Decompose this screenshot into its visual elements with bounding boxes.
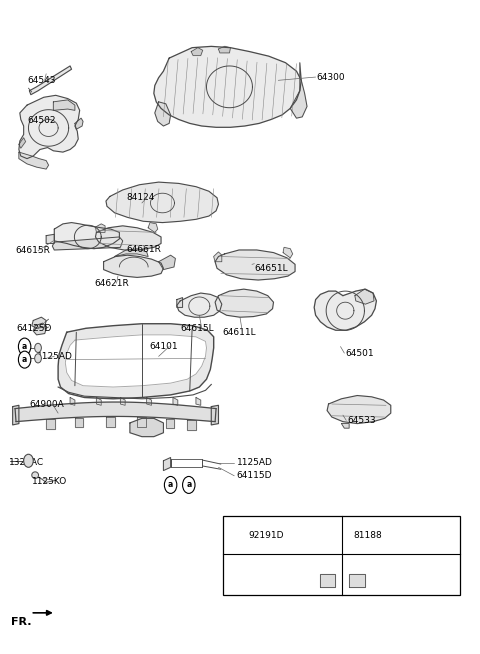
Polygon shape	[187, 420, 196, 430]
Circle shape	[24, 455, 33, 468]
Polygon shape	[106, 417, 115, 427]
Text: 81188: 81188	[354, 530, 383, 540]
Polygon shape	[137, 417, 146, 427]
Text: 64115D: 64115D	[237, 472, 272, 480]
Polygon shape	[75, 418, 84, 427]
Polygon shape	[166, 419, 174, 428]
Text: 64502: 64502	[27, 116, 56, 125]
Polygon shape	[46, 419, 55, 428]
Text: 64900A: 64900A	[29, 400, 64, 409]
Circle shape	[18, 338, 31, 355]
Polygon shape	[65, 335, 206, 387]
Polygon shape	[32, 317, 46, 328]
Polygon shape	[158, 255, 175, 269]
Polygon shape	[96, 398, 101, 405]
Text: a: a	[168, 481, 173, 489]
Text: a: a	[22, 355, 27, 364]
Polygon shape	[33, 323, 47, 335]
Polygon shape	[215, 289, 274, 317]
Text: 64543: 64543	[27, 76, 56, 85]
Polygon shape	[196, 398, 201, 405]
Text: 64651L: 64651L	[254, 264, 288, 273]
Text: 1125KO: 1125KO	[32, 477, 67, 486]
Polygon shape	[215, 250, 295, 280]
Text: a: a	[233, 530, 238, 540]
Polygon shape	[290, 63, 307, 118]
Polygon shape	[70, 398, 75, 405]
Polygon shape	[349, 574, 365, 587]
Polygon shape	[15, 402, 216, 422]
Polygon shape	[96, 226, 161, 250]
Text: 64533: 64533	[348, 416, 376, 425]
Polygon shape	[46, 234, 54, 243]
Polygon shape	[211, 405, 218, 425]
Polygon shape	[355, 289, 374, 304]
Text: a: a	[186, 481, 192, 489]
Text: 64621R: 64621R	[94, 279, 129, 288]
Polygon shape	[218, 46, 230, 53]
Polygon shape	[173, 398, 178, 405]
Polygon shape	[320, 574, 335, 587]
Polygon shape	[177, 293, 222, 317]
Polygon shape	[191, 48, 203, 56]
Polygon shape	[147, 398, 152, 405]
Circle shape	[229, 526, 241, 543]
Text: 64615L: 64615L	[180, 324, 214, 333]
Bar	[223, 516, 460, 594]
Polygon shape	[120, 398, 125, 405]
Text: 1125AD: 1125AD	[36, 352, 72, 361]
Text: a: a	[22, 342, 27, 351]
Polygon shape	[19, 152, 48, 169]
Circle shape	[35, 343, 41, 353]
Text: 64101: 64101	[149, 342, 178, 351]
Polygon shape	[341, 424, 349, 428]
Polygon shape	[29, 66, 72, 95]
Polygon shape	[177, 298, 182, 307]
Polygon shape	[52, 237, 123, 250]
Polygon shape	[155, 102, 170, 126]
Text: FR.: FR.	[11, 617, 32, 627]
Polygon shape	[106, 182, 218, 222]
Text: 1327AC: 1327AC	[9, 458, 44, 466]
Polygon shape	[314, 289, 376, 330]
Polygon shape	[163, 458, 170, 471]
Circle shape	[182, 477, 195, 493]
Polygon shape	[19, 95, 80, 159]
Text: 1125AD: 1125AD	[237, 458, 273, 467]
Polygon shape	[96, 224, 105, 232]
Text: 64300: 64300	[317, 73, 345, 82]
Text: 84124: 84124	[127, 194, 155, 202]
Text: 64661R: 64661R	[127, 245, 161, 254]
Polygon shape	[75, 118, 83, 129]
Text: 64615R: 64615R	[15, 246, 50, 255]
Text: 64125D: 64125D	[16, 324, 51, 334]
Polygon shape	[104, 255, 163, 277]
Circle shape	[18, 351, 31, 368]
Circle shape	[164, 477, 177, 493]
Polygon shape	[53, 100, 75, 111]
Polygon shape	[54, 222, 120, 249]
Polygon shape	[214, 252, 222, 262]
Polygon shape	[115, 249, 148, 256]
Polygon shape	[283, 247, 293, 258]
Circle shape	[35, 354, 41, 363]
Polygon shape	[19, 138, 25, 148]
Polygon shape	[12, 405, 19, 425]
Polygon shape	[32, 472, 38, 479]
Polygon shape	[327, 396, 391, 424]
Polygon shape	[148, 222, 157, 232]
Text: 64611L: 64611L	[222, 328, 256, 337]
Text: 92191D: 92191D	[248, 530, 284, 540]
Polygon shape	[154, 46, 301, 128]
Polygon shape	[130, 419, 163, 437]
Polygon shape	[58, 324, 214, 399]
Text: 64501: 64501	[345, 349, 374, 358]
